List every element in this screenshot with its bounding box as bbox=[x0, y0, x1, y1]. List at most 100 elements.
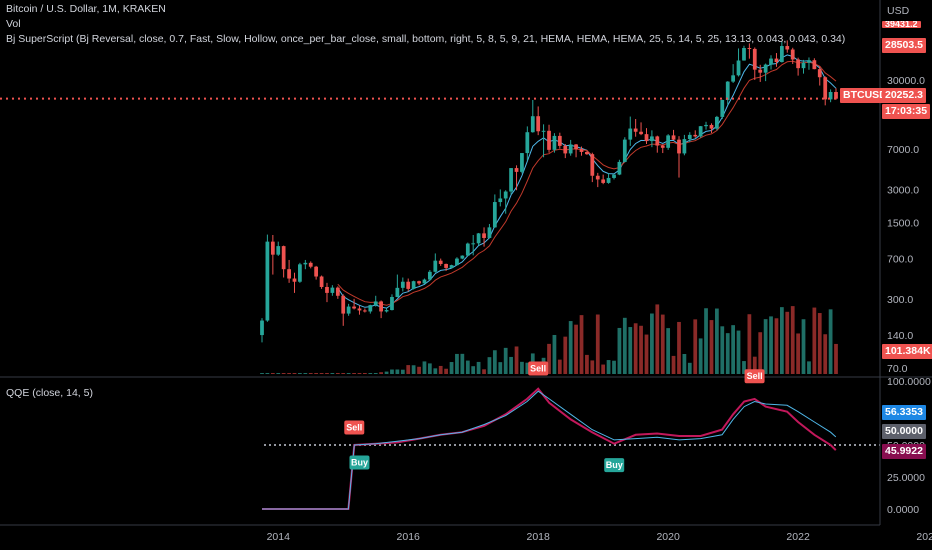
candle bbox=[357, 305, 362, 315]
volume-bar bbox=[774, 318, 779, 374]
high-price-tag: 28503.5 bbox=[882, 38, 926, 53]
candle bbox=[557, 132, 562, 149]
candle-body bbox=[341, 295, 346, 314]
volume-bar bbox=[633, 323, 638, 374]
volume-bar bbox=[617, 327, 622, 374]
volume-bar bbox=[362, 373, 367, 374]
candle bbox=[270, 234, 275, 275]
candle-body bbox=[650, 136, 654, 142]
candle bbox=[541, 124, 546, 158]
volume-bar bbox=[660, 314, 665, 374]
candle-body bbox=[779, 46, 784, 63]
volume-bar bbox=[482, 369, 486, 374]
volume-bar bbox=[319, 373, 324, 374]
candle-body bbox=[682, 139, 687, 154]
candle-body bbox=[644, 134, 649, 142]
currency-label: USD bbox=[887, 5, 910, 17]
candle-body bbox=[292, 278, 297, 282]
volume-bar bbox=[785, 311, 790, 374]
volume-bar bbox=[368, 373, 373, 374]
volume-bar bbox=[492, 350, 497, 374]
volume-bar bbox=[595, 314, 600, 374]
candle bbox=[682, 134, 687, 156]
volume-bar bbox=[509, 356, 513, 374]
volume-bar bbox=[557, 359, 562, 374]
candle-body bbox=[362, 310, 367, 312]
symbol-title[interactable]: Bitcoin / U.S. Dollar, 1M, KRAKEN bbox=[6, 3, 166, 15]
candle bbox=[379, 300, 383, 319]
volume-bar bbox=[682, 353, 687, 374]
volume-bar bbox=[666, 328, 671, 374]
volume-bar bbox=[779, 307, 784, 374]
candle bbox=[644, 128, 649, 145]
candle-body bbox=[449, 265, 454, 268]
signal-label: Sell bbox=[530, 364, 546, 374]
candle bbox=[265, 234, 270, 322]
volume-bar bbox=[628, 327, 633, 374]
candle bbox=[747, 43, 752, 59]
volume-bar bbox=[460, 353, 465, 374]
candle-body bbox=[422, 279, 427, 284]
price-tick-label: 1500.0 bbox=[887, 217, 919, 229]
candle bbox=[742, 45, 746, 61]
candle bbox=[411, 280, 416, 290]
candle bbox=[444, 263, 448, 271]
candle-body bbox=[330, 287, 335, 293]
time-tick-label: 2014 bbox=[267, 531, 291, 543]
candle-body bbox=[298, 264, 302, 282]
volume-legend[interactable]: Vol bbox=[6, 18, 21, 30]
candle bbox=[807, 57, 811, 70]
candle bbox=[628, 116, 633, 146]
volume-bar bbox=[276, 373, 281, 374]
buy-signal: Buy bbox=[349, 455, 370, 470]
qqe-mid-tag: 50.0000 bbox=[882, 424, 926, 439]
volume-bar bbox=[384, 371, 389, 374]
candle bbox=[330, 285, 335, 296]
volume-bar bbox=[281, 373, 286, 374]
qqe-pane bbox=[262, 387, 880, 510]
signal-label: Sell bbox=[747, 371, 763, 381]
candle-body bbox=[742, 48, 746, 61]
volume-bar bbox=[303, 373, 308, 374]
candle-body bbox=[834, 92, 838, 99]
candle-body bbox=[541, 130, 546, 132]
price-axis[interactable]: 70.0 140.0 300.0 700.0 1500.0 3000.0 7000.0 300… bbox=[887, 75, 925, 375]
volume-bar bbox=[411, 365, 416, 374]
volume-bar bbox=[612, 360, 616, 374]
volume-bar bbox=[731, 325, 736, 374]
candle-body bbox=[390, 296, 394, 311]
candle bbox=[660, 144, 665, 154]
candle bbox=[400, 277, 405, 292]
candle-body bbox=[335, 287, 340, 296]
candle bbox=[319, 275, 324, 289]
candle-body bbox=[325, 286, 329, 293]
volume-bar bbox=[590, 360, 595, 374]
volume-bar bbox=[758, 332, 763, 374]
candle-body bbox=[536, 116, 541, 132]
time-axis[interactable]: 2014 2016 2018 2020 2022 2024 bbox=[267, 531, 932, 543]
candle bbox=[422, 278, 427, 284]
volume-bar bbox=[395, 369, 400, 374]
candle bbox=[514, 165, 519, 191]
candle-body bbox=[281, 246, 286, 270]
sell-signal: Sell bbox=[528, 361, 549, 376]
candle bbox=[455, 257, 459, 266]
candle bbox=[460, 255, 465, 260]
candle-body bbox=[671, 135, 676, 140]
candle-body bbox=[260, 320, 264, 336]
candle-body bbox=[460, 255, 465, 259]
candle bbox=[260, 318, 264, 343]
volume-bar bbox=[465, 360, 470, 374]
candle-body bbox=[817, 69, 822, 78]
candle-body bbox=[796, 59, 800, 69]
time-tick-label: 2016 bbox=[397, 531, 421, 543]
candle-body bbox=[687, 134, 692, 140]
volume-bar bbox=[698, 338, 703, 374]
candle bbox=[503, 190, 508, 214]
indicator-legend[interactable]: Bj SuperScript (Bj Reversal, close, 0.7,… bbox=[6, 33, 846, 45]
candle bbox=[828, 89, 833, 103]
volume-bar bbox=[547, 343, 551, 374]
qqe-legend[interactable]: QQE (close, 14, 5) bbox=[6, 387, 93, 399]
candle-body bbox=[471, 243, 476, 245]
